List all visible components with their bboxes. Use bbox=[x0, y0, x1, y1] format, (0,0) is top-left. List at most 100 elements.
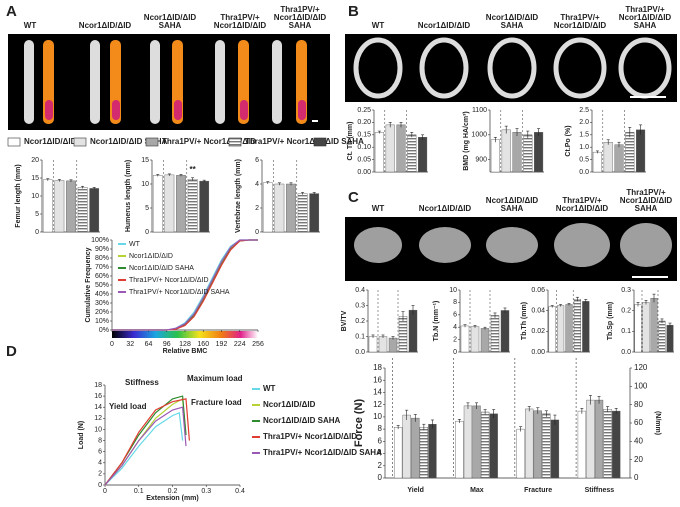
bar bbox=[407, 134, 417, 173]
y-tick-label: 2 bbox=[255, 205, 259, 212]
bar bbox=[388, 337, 398, 353]
y-tick-label: 12 bbox=[94, 415, 102, 422]
x-tick-label: 0 bbox=[103, 488, 107, 495]
image-caption: WT bbox=[372, 204, 385, 213]
x-tick-label: 0.2 bbox=[168, 488, 178, 495]
y-tick-label: 0.2 bbox=[355, 318, 365, 325]
image-caption: SAHA bbox=[159, 21, 182, 30]
bar bbox=[582, 301, 590, 353]
image-caption: Ncor1ΔID/ΔID bbox=[486, 196, 539, 205]
bar bbox=[297, 193, 308, 233]
y-tick-label: 15 bbox=[141, 157, 149, 164]
y-tick-label: 8 bbox=[98, 437, 102, 444]
bar bbox=[666, 324, 674, 353]
y-tick-label: 8 bbox=[378, 424, 383, 433]
y-tick-label: 0.15 bbox=[357, 132, 371, 139]
bar bbox=[408, 309, 418, 353]
y-tick-label: 10 bbox=[373, 412, 382, 421]
bar bbox=[199, 180, 210, 233]
y-tick-label: 15 bbox=[31, 175, 39, 182]
bar bbox=[385, 124, 395, 173]
y-tick-label: 2 bbox=[378, 461, 383, 470]
bar bbox=[634, 304, 642, 353]
x-tick-label: Stiffness bbox=[585, 487, 615, 494]
image-caption: WT bbox=[24, 21, 37, 30]
series-line bbox=[104, 411, 184, 486]
bar bbox=[374, 132, 384, 173]
bar bbox=[525, 408, 534, 479]
bar bbox=[398, 316, 408, 353]
bar bbox=[472, 405, 481, 479]
bar bbox=[460, 325, 470, 353]
y-tick-label: 1000 bbox=[471, 132, 487, 139]
y-axis-label: Force (N) bbox=[353, 399, 365, 448]
legend-swatch bbox=[228, 137, 242, 147]
image-caption: Ncor1ΔID/ΔID bbox=[486, 13, 539, 22]
series-line bbox=[104, 406, 187, 486]
bar bbox=[489, 413, 498, 479]
bar bbox=[490, 315, 500, 353]
bar bbox=[565, 304, 573, 353]
y-tick-label: 60% bbox=[95, 273, 109, 280]
y-tick-label: 80% bbox=[95, 255, 109, 262]
series-line bbox=[104, 397, 187, 486]
y-tick-label: 0.06 bbox=[531, 287, 545, 294]
y2-tick-label: 40 bbox=[634, 436, 643, 445]
x-tick-label: 0.1 bbox=[134, 488, 144, 495]
bar bbox=[411, 417, 420, 479]
y-axis-label: Cumulative Frequency bbox=[85, 247, 92, 322]
bar bbox=[550, 419, 560, 479]
x-tick-label: Max bbox=[470, 487, 484, 494]
y-tick-label: 4 bbox=[378, 449, 383, 458]
bar bbox=[614, 144, 624, 173]
y-axis-label: Tb.Th (mm) bbox=[521, 302, 528, 340]
image-caption: SAHA bbox=[635, 204, 658, 213]
bar bbox=[54, 180, 65, 233]
bar bbox=[187, 178, 198, 233]
y-tick-label: 0.04 bbox=[531, 308, 545, 315]
annotation: ** bbox=[189, 165, 196, 174]
bar bbox=[455, 420, 464, 479]
panel-label: C bbox=[348, 189, 359, 206]
y-tick-label: 16 bbox=[94, 393, 102, 400]
y-tick-label: 6 bbox=[453, 312, 457, 319]
bar bbox=[463, 405, 473, 479]
bar bbox=[480, 328, 490, 353]
image-caption: WT bbox=[372, 21, 385, 30]
y-tick-label: 1100 bbox=[472, 107, 487, 114]
bar bbox=[548, 306, 556, 353]
x-axis-label: Extension (mm) bbox=[146, 495, 199, 502]
bar bbox=[603, 409, 612, 479]
y-axis-label: Ct.Po (%) bbox=[565, 125, 572, 156]
y-tick-label: 0.0 bbox=[579, 169, 589, 176]
bar bbox=[523, 134, 533, 173]
bar bbox=[164, 174, 175, 233]
x-tick-label: 96 bbox=[163, 341, 171, 348]
x-tick-label: 64 bbox=[145, 341, 153, 348]
y-tick-label: 2 bbox=[98, 471, 102, 478]
y-tick-label: 10% bbox=[95, 318, 109, 325]
image-caption: SAHA bbox=[501, 21, 524, 30]
y-tick-label: 0% bbox=[99, 327, 109, 334]
y2-tick-label: 20 bbox=[634, 455, 643, 464]
bar bbox=[636, 129, 646, 173]
y-axis-label: Vertebrae length (mm) bbox=[235, 159, 242, 233]
y-tick-label: 6 bbox=[378, 436, 383, 445]
bar bbox=[490, 139, 500, 173]
y-tick-label: 0.1 bbox=[355, 333, 365, 340]
bar bbox=[42, 179, 53, 233]
bar bbox=[418, 137, 428, 173]
y-tick-label: 10 bbox=[94, 426, 102, 433]
image-caption: Ncor1ΔID/ΔID bbox=[418, 21, 471, 30]
y-tick-label: 0.2 bbox=[621, 308, 631, 315]
panel-label: B bbox=[348, 3, 359, 20]
image-caption: Thra1PV/+ bbox=[560, 13, 600, 22]
bar bbox=[577, 410, 587, 479]
bar bbox=[378, 336, 388, 353]
y-tick-label: 10 bbox=[31, 193, 39, 200]
y-tick-label: 0 bbox=[35, 229, 39, 236]
bone-images-c bbox=[345, 217, 677, 281]
legend-label: Ncor1ΔID/ΔID bbox=[263, 400, 316, 409]
series-line bbox=[112, 239, 258, 331]
bar bbox=[533, 410, 542, 479]
